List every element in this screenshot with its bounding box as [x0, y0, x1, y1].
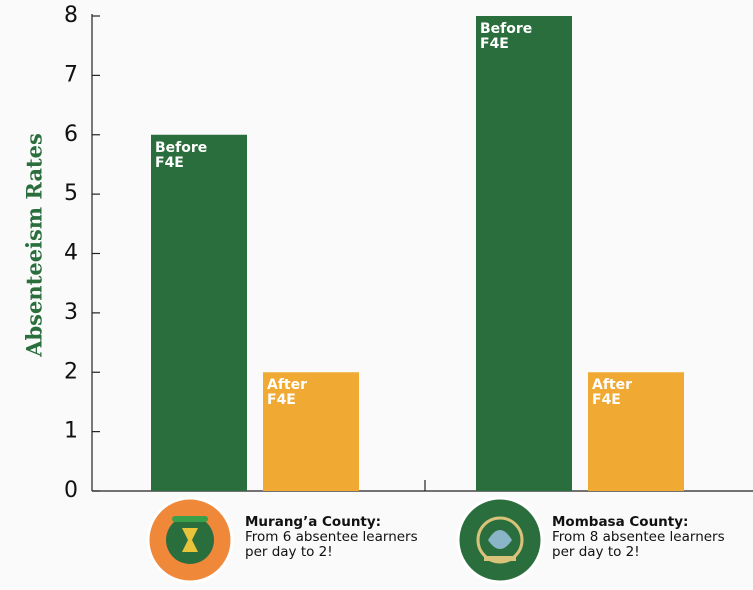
y-tick-label: 4 [64, 241, 78, 266]
bar-label: Before F4E [480, 21, 533, 52]
bar [263, 372, 359, 491]
y-tick-label: 5 [64, 181, 78, 206]
y-tick-label: 1 [64, 419, 78, 444]
y-tick-label: 0 [64, 478, 78, 503]
caption-text: From 6 absentee learners per day to 2! [245, 529, 418, 560]
bar-label: Before F4E [155, 139, 208, 171]
bar [588, 372, 684, 491]
y-tick-label: 6 [64, 122, 78, 147]
y-tick-label: 3 [64, 300, 78, 325]
caption-text: From 8 absentee learners per day to 2! [552, 529, 725, 560]
category-label: Murang’a County: [245, 514, 382, 530]
y-tick-label: 7 [64, 62, 78, 87]
caption: Murang’a County: From 6 absentee learners… [245, 515, 435, 560]
category-label: Mombasa County: [552, 514, 689, 530]
bar-label: After F4E [592, 377, 633, 409]
caption: Mombasa County: From 8 absentee learners … [552, 515, 742, 560]
bar [476, 16, 572, 491]
y-axis-label: Absenteeism Rates [22, 133, 47, 358]
y-tick-label: 8 [64, 3, 78, 28]
logo-mombasa [456, 496, 544, 584]
bar [151, 134, 247, 491]
y-tick-label: 2 [64, 359, 78, 384]
logo-muranga [146, 496, 234, 584]
bar-label: After F4E [267, 377, 308, 409]
